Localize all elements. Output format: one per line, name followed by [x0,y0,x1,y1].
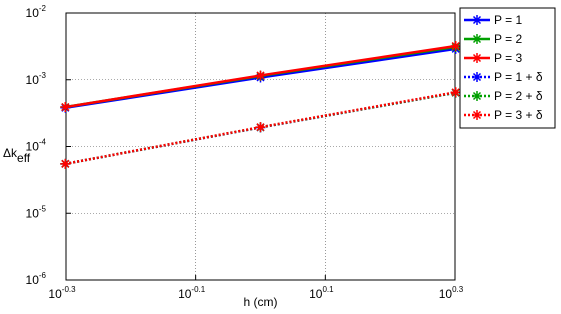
y-tick-label: 10-2 [26,4,47,20]
x-tick-label-base: 10 [439,287,453,301]
legend-label: P = 1 + δ [494,70,543,84]
y-tick-label-base: 10 [26,206,40,220]
x-tick-label-exp: -0.3 [62,285,76,294]
x-tick-label: 100.1 [309,285,334,301]
marker [255,122,266,133]
y-tick-label-exp: -6 [39,271,47,280]
y-tick-label: 10-5 [26,204,47,220]
legend-marker [472,110,482,120]
x-tick-label: 100.3 [439,285,464,301]
x-axis-label: h (cm) [244,295,278,309]
y-tick-label-base: 10 [26,273,40,287]
legend-marker [472,72,482,82]
legend-marker [472,15,482,25]
x-tick-label-base: 10 [178,287,192,301]
legend-label: P = 1 [494,13,522,27]
legend-label: P = 2 [494,32,522,46]
x-tick-label: 10-0.3 [48,285,76,301]
y-axis-label: Δkeff [3,146,31,165]
y-tick-label-exp: -2 [39,4,47,13]
marker [60,158,71,169]
y-tick-label-exp: -5 [39,204,47,213]
legend-marker [472,53,482,63]
y-axis-label-main: Δk [3,146,18,160]
x-tick-label-base: 10 [48,287,62,301]
y-tick-label-exp: -4 [39,138,47,147]
y-tick-label: 10-6 [26,271,47,287]
legend-box [459,7,556,129]
marker [450,41,461,52]
y-tick-label-base: 10 [26,140,40,154]
legend-label: P = 3 + δ [494,108,543,122]
legend-marker [472,91,482,101]
marker [60,102,71,113]
y-tick-label-base: 10 [26,73,40,87]
y-axis-label-sub: eff [17,151,31,165]
x-tick-label-exp: 0.3 [452,285,464,294]
y-tick-label: 10-4 [26,138,47,154]
legend-marker [472,34,482,44]
x-tick-label: 10-0.1 [178,285,206,301]
y-tick-label-exp: -3 [39,71,47,80]
y-tick-label-base: 10 [26,6,40,20]
marker [450,87,461,98]
y-tick-label: 10-3 [26,71,47,87]
x-tick-label-exp: 0.1 [322,285,334,294]
x-tick-label-exp: -0.1 [191,285,205,294]
legend-label: P = 2 + δ [494,89,543,103]
axes-box [65,12,456,281]
x-tick-label-base: 10 [309,287,323,301]
legend-label: P = 3 [494,51,522,65]
marker [255,70,266,81]
